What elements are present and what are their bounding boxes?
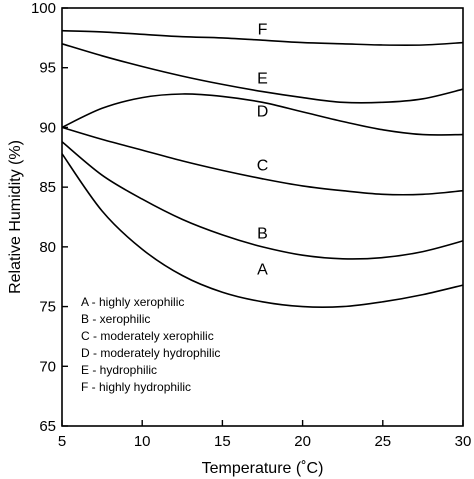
- x-tick-label: 25: [374, 433, 391, 450]
- x-axis-title: Temperature (˚C): [202, 460, 324, 477]
- series-lines: [61, 29, 464, 308]
- series-label-b: B: [257, 226, 268, 243]
- series-label-d: D: [257, 104, 269, 121]
- series-line-b: [61, 141, 464, 260]
- y-tick-label: 65: [39, 418, 56, 435]
- legend-entry: D - moderately hydrophilic: [81, 346, 220, 360]
- x-tick-label: 10: [134, 433, 151, 450]
- y-tick-label: 75: [39, 299, 56, 316]
- legend-entry: E - hydrophilic: [81, 363, 157, 377]
- series-line-a: [61, 153, 464, 308]
- series-line-c: [61, 126, 464, 196]
- y-tick-label: 70: [39, 358, 56, 375]
- y-axis: 65 70 75 80 85 90 95 100: [31, 0, 68, 435]
- x-tick-label: 15: [214, 433, 231, 450]
- series-label-c: C: [257, 157, 269, 174]
- y-tick-label: 80: [39, 239, 56, 256]
- plot-frame: [61, 7, 464, 427]
- series-line-d: [61, 93, 464, 136]
- legend-entry: F - highly hydrophilic: [81, 380, 191, 394]
- y-tick-label: 100: [31, 0, 56, 17]
- y-tick-label: 95: [39, 60, 56, 77]
- series-line-e: [61, 43, 464, 104]
- x-tick-label: 5: [58, 433, 66, 450]
- series-label-e: E: [257, 70, 268, 87]
- series-label-a: A: [257, 261, 268, 278]
- y-tick-label: 90: [39, 119, 56, 136]
- legend-entry: B - xerophilic: [81, 312, 150, 326]
- series-labels: A B C DE F: [257, 21, 269, 278]
- series-line-f: [61, 29, 464, 47]
- legend-entry: C - moderately xerophilic: [81, 329, 214, 343]
- legend: A - highly xerophilic B - xerophilic C - m…: [81, 295, 220, 394]
- x-tick-label: 30: [455, 433, 472, 450]
- x-axis: 5 10 15 20 25 30: [58, 420, 472, 450]
- series-label-f: F: [258, 21, 268, 38]
- y-tick-label: 85: [39, 179, 56, 196]
- x-tick-label: 20: [294, 433, 311, 450]
- legend-entry: A - highly xerophilic: [81, 295, 184, 309]
- y-axis-title: Relative Humidity (%): [7, 140, 24, 294]
